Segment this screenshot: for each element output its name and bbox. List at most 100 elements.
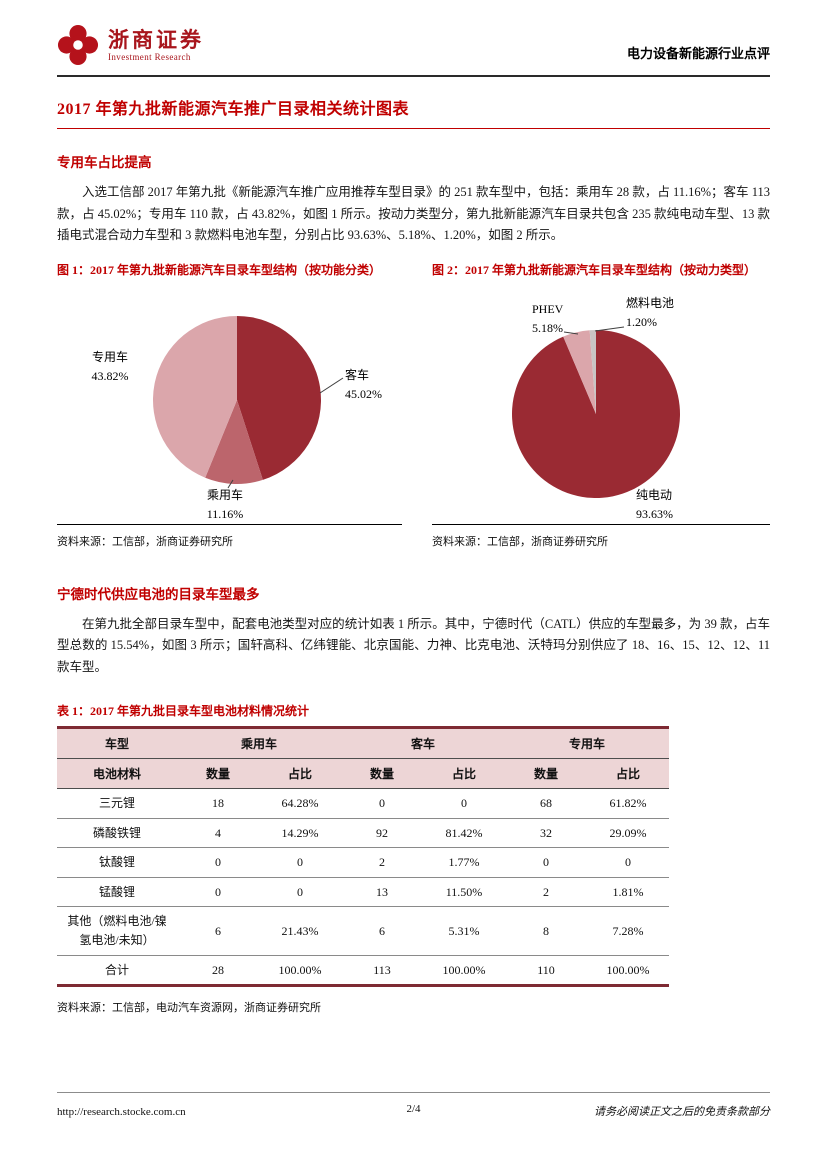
figure-1-source: 资料来源：工信部，浙商证券研究所 xyxy=(57,523,402,549)
table-cell: 锰酸锂 xyxy=(57,877,177,908)
figure-2: 图 2：2017 年第九批新能源汽车目录车型结构（按动力类型） PHEV 5.1… xyxy=(432,262,770,549)
table-cell: 6 xyxy=(177,906,259,956)
pie-slices xyxy=(511,329,680,498)
pie-slice-专用车 xyxy=(152,315,237,478)
table-head: 车型 乘用车 客车 专用车 电池材料 数量 占比 数量 占比 数量 占比 xyxy=(57,727,670,789)
table-cell: 11.50% xyxy=(423,877,506,908)
table-cell: 21.43% xyxy=(259,906,342,956)
table-header-cell: 乘用车 xyxy=(177,727,342,759)
pie-label-bus: 客车 45.02% xyxy=(345,366,382,404)
brand-name: 浙商证券 xyxy=(108,27,204,52)
pie-label-name: 乘用车 xyxy=(206,487,243,502)
table-cell: 8 xyxy=(505,906,588,956)
table-cell: 28 xyxy=(212,962,224,977)
pie-label-special-vehicle: 专用车 43.82% xyxy=(71,348,149,386)
table-header-cell: 专用车 xyxy=(505,727,670,759)
pie-label-value: 1.20% xyxy=(626,314,657,329)
table-cell: 4 xyxy=(177,818,259,849)
table-subheader-cell: 数量 xyxy=(341,758,424,789)
table-cell: 64.28% xyxy=(259,788,342,819)
table-cell: 0 xyxy=(423,788,506,819)
footer-disclaimer: 请务必阅读正文之后的免责条款部分 xyxy=(594,1106,770,1118)
pie-label-fuel-cell: 燃料电池 1.20% xyxy=(626,294,674,332)
table-cell: 7.28% xyxy=(587,906,670,956)
table-subheader-cell: 占比 xyxy=(587,758,670,789)
pie-slice-燃料电池 xyxy=(589,329,596,414)
table-row: 钛酸锂 0 0 2 1.77% 0 0 xyxy=(57,847,670,878)
battery-material-table: 车型 乘用车 客车 专用车 电池材料 数量 占比 数量 占比 数量 占比 三元锂 18 64.28% 0 0… xyxy=(57,726,670,988)
table-cell: 81.42% xyxy=(423,818,506,849)
figure-1-caption: 图 1：2017 年第九批新能源汽车目录车型结构（按功能分类） xyxy=(57,262,382,277)
pie-slice-PHEV xyxy=(563,329,596,414)
pie-label-name: 专用车 xyxy=(91,349,128,364)
pie-slice-客车 xyxy=(237,315,321,480)
section1-body: 入选工信部 2017 年第九批《新能源汽车推广应用推荐车型目录》的 251 款车… xyxy=(57,185,770,242)
table-source: 资料来源：工信部，电动汽车资源网，浙商证券研究所 xyxy=(57,1002,321,1015)
pie-label-value: 45.02% xyxy=(345,386,382,401)
table-row: 磷酸铁锂 4 14.29% 92 81.42% 32 29.09% xyxy=(57,818,670,849)
table-cell: 6 xyxy=(341,906,424,956)
pie-slice-乘用车 xyxy=(205,399,263,484)
figure-1-chart-area: 专用车 43.82% 客车 45.02% 乘用车 11.16% xyxy=(57,282,402,522)
table-cell: 0 xyxy=(177,877,259,908)
brand: 浙商证券 Investment Research xyxy=(57,24,204,66)
section1-heading: 专用车占比提高 xyxy=(57,155,152,170)
table-cell: 92 xyxy=(341,818,424,849)
footer-url-link[interactable]: http://research.stocke.com.cn xyxy=(57,1106,186,1118)
pie-label-value: 11.16% xyxy=(206,506,244,521)
table-cell: 100.00% xyxy=(442,962,486,977)
header-divider xyxy=(57,75,770,77)
table-cell: 29.09% xyxy=(587,818,670,849)
figures-row: 图 1：2017 年第九批新能源汽车目录车型结构（按功能分类） 专用车 43.8… xyxy=(57,262,770,549)
figure-2-chart-area: PHEV 5.18% 燃料电池 1.20% 纯电动 93.63% xyxy=(432,282,770,522)
table-cell: 2 xyxy=(505,877,588,908)
page-title: 2017 年第九批新能源汽车推广目录相关统计图表 xyxy=(57,95,770,129)
table-row: 其他（燃料电池/镍 氢电池/未知） 6 21.43% 6 5.31% 8 7.28% xyxy=(57,906,670,956)
table-cell: 合计 xyxy=(104,962,129,977)
pie-label-phev: PHEV 5.18% xyxy=(532,300,563,338)
figure-2-source: 资料来源：工信部，浙商证券研究所 xyxy=(432,523,770,549)
pie-label-name: 纯电动 xyxy=(636,487,673,502)
pie-chart-by-function xyxy=(152,315,344,488)
table-cell: 0 xyxy=(505,847,588,878)
table-cell: 1.81% xyxy=(587,877,670,908)
table-cell: 68 xyxy=(505,788,588,819)
leader-lines xyxy=(227,377,344,488)
table-header-cell: 车型 xyxy=(57,727,177,759)
figure-1: 图 1：2017 年第九批新能源汽车目录车型结构（按功能分类） 专用车 43.8… xyxy=(57,262,402,549)
table-cell: 32 xyxy=(505,818,588,849)
pie-label-name: PHEV xyxy=(532,301,564,316)
table-cell: 0 xyxy=(259,847,342,878)
table-cell: 13 xyxy=(341,877,424,908)
pie-label-value: 5.18% xyxy=(532,320,563,335)
brand-text: 浙商证券 Investment Research xyxy=(108,28,204,62)
section2-heading: 宁德时代供应电池的目录车型最多 xyxy=(57,586,260,602)
table-cell: 100.00% xyxy=(278,962,322,977)
table-subheader-cell: 电池材料 xyxy=(57,758,177,789)
pie-label-bev: 纯电动 93.63% xyxy=(636,486,673,524)
table-cell: 113 xyxy=(373,962,391,977)
table-header-cell: 客车 xyxy=(341,727,506,759)
leader-lines xyxy=(563,326,625,334)
section2-body: 在第九批全部目录车型中，配套电池类型对应的统计如表 1 所示。其中，宁德时代（C… xyxy=(57,616,770,674)
table-cell: 0 xyxy=(341,788,424,819)
table-subheader-cell: 占比 xyxy=(259,758,342,789)
pie-chart-by-powertrain xyxy=(511,326,680,498)
table-caption: 表 1：2017 年第九批目录车型电池材料情况统计 xyxy=(57,704,310,718)
table-cell: 三元锂 xyxy=(57,788,177,819)
pie-label-value: 93.63% xyxy=(636,506,673,521)
table-body: 三元锂 18 64.28% 0 0 68 61.82% 磷酸铁锂 4 14.29% 92 81.42%… xyxy=(57,788,670,986)
pie-label-name: 燃料电池 xyxy=(626,295,675,310)
table-cell: 磷酸铁锂 xyxy=(57,818,177,849)
table-cell: 5.31% xyxy=(423,906,506,956)
pie-label-passenger-car: 乘用车 11.16% xyxy=(187,486,263,524)
table-cell: 2 xyxy=(341,847,424,878)
table-cell: 0 xyxy=(177,847,259,878)
table-subheader-cell: 数量 xyxy=(505,758,588,789)
pie-slices xyxy=(152,315,321,484)
table-cell: 110 xyxy=(537,962,555,977)
report-header: 浙商证券 Investment Research 电力设备新能源行业点评 xyxy=(57,24,770,66)
table-subheader-cell: 占比 xyxy=(423,758,506,789)
pie-label-value: 43.82% xyxy=(91,368,129,383)
